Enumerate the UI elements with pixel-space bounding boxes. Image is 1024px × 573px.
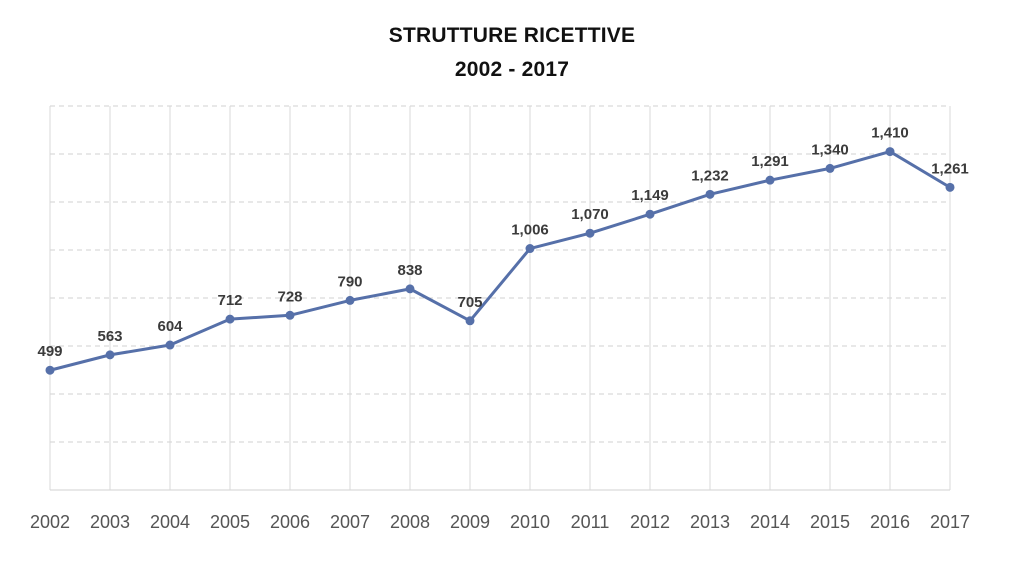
data-point	[225, 314, 235, 324]
data-point	[885, 147, 895, 157]
x-tick-label: 2013	[690, 512, 730, 532]
x-tick-label: 2012	[630, 512, 670, 532]
data-point	[705, 189, 715, 199]
x-tick-label: 2014	[750, 512, 790, 532]
data-point	[765, 175, 775, 185]
data-point	[165, 340, 175, 350]
x-tick-label: 2004	[150, 512, 190, 532]
data-point	[45, 365, 55, 375]
data-label: 499	[37, 343, 62, 360]
x-tick-label: 2016	[870, 512, 910, 532]
x-tick-label: 2010	[510, 512, 550, 532]
data-label: 838	[397, 262, 422, 279]
data-point	[345, 295, 355, 305]
data-point	[105, 350, 115, 360]
data-label: 790	[337, 273, 362, 290]
chart-subtitle: 2002 - 2017	[454, 58, 570, 81]
data-point	[285, 310, 295, 320]
data-point	[465, 316, 475, 326]
data-label: 1,149	[631, 187, 669, 204]
x-tick-label: 2015	[810, 512, 850, 532]
x-tick-label: 2017	[930, 512, 970, 532]
data-point	[945, 182, 955, 192]
x-tick-label: 2003	[90, 512, 130, 532]
x-tick-label: 2005	[210, 512, 250, 532]
x-tick-label: 2006	[270, 512, 310, 532]
data-label: 604	[157, 318, 183, 335]
x-tick-label: 2007	[330, 512, 370, 532]
data-label: 712	[217, 292, 242, 309]
data-point	[825, 163, 835, 173]
data-point	[405, 284, 415, 294]
data-point	[525, 244, 535, 254]
chart-title: STRUTTURE RICETTIVE	[388, 24, 636, 47]
x-tick-label: 2009	[450, 512, 490, 532]
data-label: 1,232	[691, 167, 729, 184]
data-label: 705	[457, 294, 482, 311]
data-label: 1,340	[811, 141, 849, 158]
data-label: 728	[277, 288, 302, 305]
data-point	[645, 209, 655, 219]
series-line	[48, 150, 952, 372]
data-label: 1,291	[751, 153, 789, 170]
x-tick-label: 2008	[390, 512, 430, 532]
x-tick-label: 2011	[571, 512, 610, 532]
data-label: 563	[97, 328, 122, 345]
x-tick-label: 2002	[30, 512, 70, 532]
data-point	[585, 228, 595, 238]
data-label: 1,261	[931, 160, 969, 177]
data-label: 1,070	[571, 206, 609, 223]
data-label: 1,006	[511, 222, 549, 239]
data-label: 1,410	[871, 125, 909, 142]
